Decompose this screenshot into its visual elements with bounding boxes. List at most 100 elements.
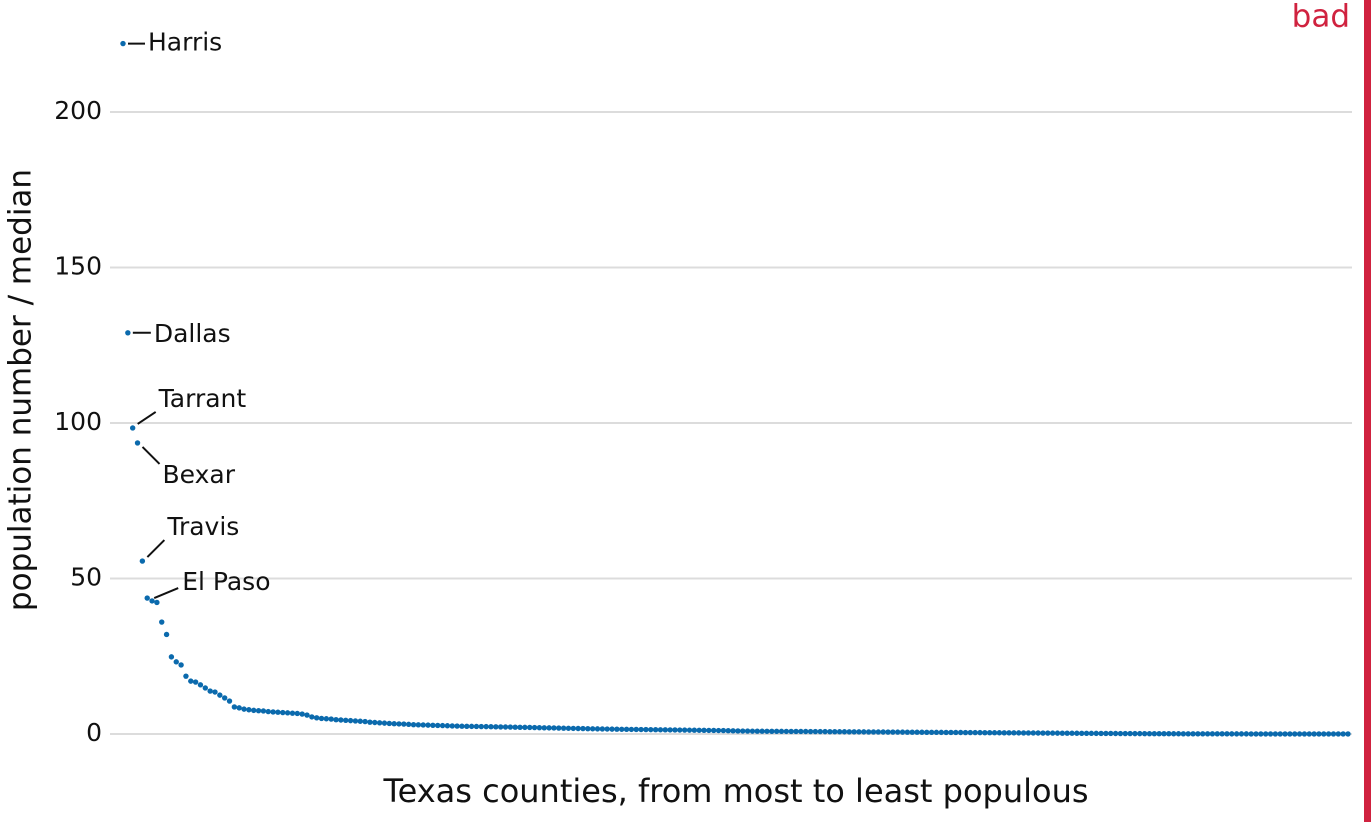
data-point bbox=[192, 679, 199, 685]
data-point bbox=[701, 727, 707, 734]
data-point bbox=[357, 718, 363, 724]
data-point bbox=[623, 726, 630, 733]
data-point bbox=[1306, 731, 1312, 737]
status-bar bbox=[1364, 0, 1371, 822]
data-point bbox=[846, 729, 852, 735]
data-point bbox=[1209, 731, 1216, 737]
data-point bbox=[197, 682, 204, 688]
annotation: Travis bbox=[166, 512, 239, 541]
y-tick-label: 200 bbox=[54, 96, 102, 125]
data-point bbox=[1103, 730, 1109, 737]
data-point bbox=[1035, 730, 1041, 736]
data-point bbox=[163, 631, 170, 638]
data-point bbox=[1059, 730, 1066, 736]
data-point bbox=[711, 727, 717, 734]
data-point bbox=[1345, 731, 1351, 737]
data-point bbox=[313, 715, 320, 721]
data-point bbox=[1277, 731, 1283, 737]
data-point bbox=[812, 728, 819, 735]
data-point bbox=[386, 720, 393, 727]
data-point bbox=[832, 728, 838, 735]
data-point bbox=[1020, 730, 1027, 736]
data-point bbox=[962, 729, 969, 736]
data-point bbox=[744, 728, 751, 734]
data-point bbox=[1292, 731, 1298, 737]
data-point bbox=[212, 689, 218, 695]
data-point bbox=[817, 728, 823, 735]
leader-line bbox=[137, 411, 157, 425]
data-point bbox=[333, 716, 339, 723]
data-point bbox=[173, 659, 179, 665]
data-point bbox=[1258, 731, 1264, 737]
y-axis-title: population number / median bbox=[3, 169, 39, 611]
data-point bbox=[473, 723, 480, 730]
data-point bbox=[948, 729, 954, 736]
x-axis-title: Texas counties, from most to least popul… bbox=[382, 772, 1088, 810]
data-point bbox=[221, 695, 228, 701]
data-point bbox=[522, 724, 528, 731]
data-point bbox=[822, 728, 828, 735]
data-point bbox=[280, 709, 286, 716]
data-point bbox=[972, 729, 978, 736]
data-point bbox=[260, 708, 267, 714]
annotation: Tarrant bbox=[158, 384, 247, 413]
data-point bbox=[410, 721, 417, 728]
annotation: El Paso bbox=[182, 567, 270, 596]
data-point bbox=[788, 728, 794, 735]
data-point bbox=[957, 729, 964, 736]
data-point bbox=[507, 724, 514, 730]
data-point bbox=[425, 722, 431, 728]
data-point bbox=[202, 685, 209, 691]
data-point bbox=[1049, 730, 1056, 736]
data-point bbox=[681, 727, 688, 733]
data-point bbox=[1069, 730, 1075, 736]
data-point bbox=[1321, 731, 1327, 737]
data-point bbox=[556, 725, 562, 731]
data-point bbox=[299, 711, 305, 717]
data-point bbox=[1030, 730, 1036, 736]
data-point bbox=[1340, 731, 1346, 737]
data-point bbox=[909, 729, 915, 735]
data-point bbox=[1078, 730, 1085, 736]
data-point bbox=[367, 719, 373, 725]
data-point bbox=[967, 729, 974, 736]
data-point bbox=[551, 725, 557, 731]
data-point bbox=[1156, 730, 1162, 737]
data-point bbox=[778, 728, 785, 735]
data-point bbox=[619, 726, 625, 732]
data-point bbox=[735, 728, 741, 734]
data-point bbox=[1122, 730, 1128, 737]
data-point bbox=[178, 662, 184, 668]
annotation: Dallas bbox=[154, 319, 231, 348]
data-point bbox=[924, 729, 930, 735]
data-point bbox=[715, 727, 722, 734]
data-point bbox=[1132, 730, 1138, 737]
data-point bbox=[430, 722, 436, 728]
annotation: Bexar bbox=[163, 460, 236, 489]
data-point bbox=[1195, 731, 1201, 737]
data-point bbox=[420, 722, 426, 728]
data-point bbox=[1175, 731, 1182, 737]
data-point bbox=[183, 673, 189, 679]
data-point bbox=[251, 707, 257, 714]
data-point bbox=[1335, 731, 1342, 737]
data-point bbox=[217, 692, 223, 698]
data-point bbox=[865, 729, 872, 735]
data-point bbox=[725, 728, 731, 734]
data-point bbox=[1233, 731, 1240, 737]
data-point bbox=[323, 716, 330, 722]
data-point bbox=[880, 729, 886, 735]
data-point bbox=[1137, 730, 1143, 737]
data-point bbox=[1219, 731, 1225, 737]
data-point bbox=[672, 727, 678, 733]
data-point bbox=[1185, 731, 1191, 737]
data-point bbox=[1025, 730, 1032, 736]
data-point bbox=[807, 728, 814, 735]
data-point bbox=[144, 595, 150, 601]
data-point bbox=[773, 728, 780, 735]
data-point bbox=[265, 708, 271, 715]
data-point bbox=[1170, 731, 1177, 737]
data-point bbox=[1074, 730, 1080, 736]
